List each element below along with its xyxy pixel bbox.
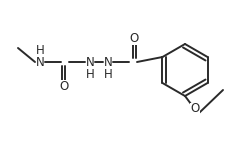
Text: N: N <box>104 56 112 69</box>
Text: H: H <box>104 68 112 81</box>
Text: H: H <box>86 68 94 81</box>
Text: O: O <box>190 103 200 115</box>
Text: N: N <box>36 56 44 69</box>
Text: O: O <box>60 80 68 92</box>
Text: O: O <box>130 31 138 45</box>
Text: H: H <box>36 44 44 57</box>
Text: N: N <box>86 56 94 69</box>
